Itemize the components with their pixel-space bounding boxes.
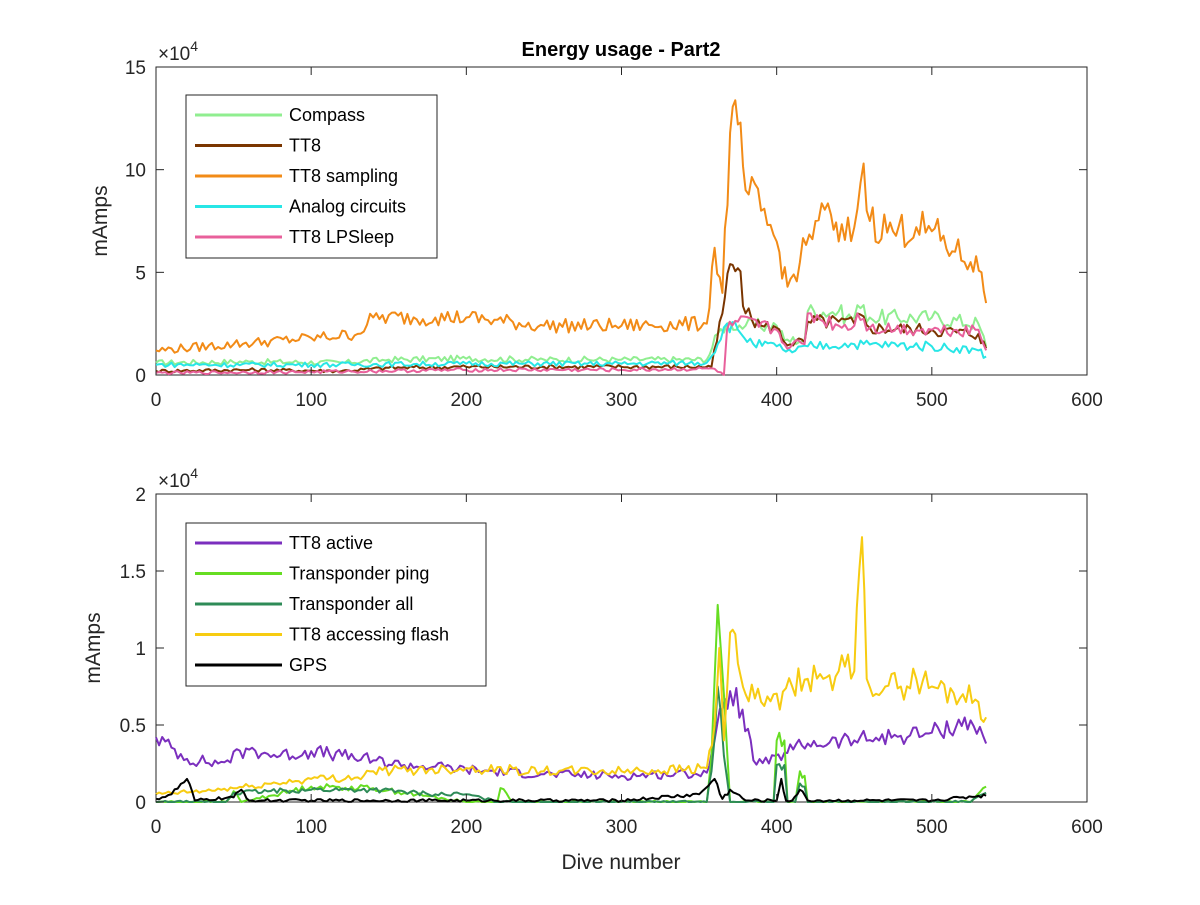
top-legend-label: TT8 sampling bbox=[289, 166, 398, 186]
bottom-y-tick-label: 0 bbox=[135, 793, 146, 814]
top-series-line-analog-circuits bbox=[155, 321, 987, 369]
top-x-tick-label: 500 bbox=[916, 390, 948, 411]
bottom-x-tick-label: 200 bbox=[450, 817, 482, 838]
bottom-series-line-tt8-active bbox=[155, 687, 988, 781]
bottom-x-tick-label: 600 bbox=[1071, 817, 1103, 838]
top-x-tick-label: 400 bbox=[761, 390, 793, 411]
top-axes: 0 100 200 300 400 500 600 0 5 10 15 Energy usage -… bbox=[89, 38, 1103, 411]
top-legend-label: TT8 LPSleep bbox=[289, 227, 394, 247]
top-x-tick-label: 0 bbox=[151, 390, 162, 411]
bottom-legend-label: TT8 accessing flash bbox=[289, 625, 449, 645]
bottom-y-tick-label: 0.5 bbox=[120, 716, 146, 737]
bottom-series-line-transponder-all bbox=[155, 685, 987, 803]
top-series-line-tt8-sampling bbox=[155, 99, 988, 354]
top-series-group bbox=[155, 99, 988, 376]
top-x-tick-label: 200 bbox=[450, 390, 482, 411]
bottom-exponent-power: 4 bbox=[190, 465, 198, 481]
top-exponent-base: ×10 bbox=[158, 44, 190, 65]
top-legend-label: Analog circuits bbox=[289, 197, 406, 217]
bottom-x-tick-label: 300 bbox=[606, 817, 638, 838]
top-x-tick-label: 300 bbox=[606, 390, 638, 411]
bottom-y-tick-label: 1 bbox=[135, 639, 146, 660]
bottom-x-tick-label: 100 bbox=[295, 817, 327, 838]
top-series-line-tt8-lpsleep bbox=[155, 312, 988, 376]
bottom-exponent-base: ×10 bbox=[158, 471, 190, 492]
top-x-tick-label: 100 bbox=[295, 390, 327, 411]
bottom-x-tick-label: 500 bbox=[916, 817, 948, 838]
top-y-tick-label: 0 bbox=[135, 366, 146, 387]
bottom-series-group bbox=[155, 536, 988, 803]
top-legend-label: TT8 bbox=[289, 136, 321, 156]
bottom-y-tick-label: 2 bbox=[135, 485, 146, 506]
bottom-legend-label: Transponder ping bbox=[289, 564, 429, 584]
bottom-legend-label: TT8 active bbox=[289, 533, 373, 553]
top-y-tick-label: 5 bbox=[135, 263, 146, 284]
bottom-exponent-label: ×104 bbox=[158, 465, 198, 492]
bottom-legend-label: GPS bbox=[289, 655, 327, 675]
top-y-axis-label: mAmps bbox=[89, 185, 112, 256]
top-y-tick-label: 10 bbox=[125, 161, 146, 182]
chart-title: Energy usage - Part2 bbox=[522, 39, 721, 61]
bottom-axes: 0 100 200 300 400 500 600 0 0.5 1 1.5 2 Dive number… bbox=[82, 465, 1103, 874]
top-exponent-label: ×104 bbox=[158, 38, 198, 65]
bottom-legend-label: Transponder all bbox=[289, 594, 413, 614]
bottom-ticks-group: 0 100 200 300 400 500 600 0 0.5 1 1.5 2 bbox=[120, 485, 1103, 838]
bottom-legend: TT8 active Transponder ping Transponder al… bbox=[185, 522, 487, 687]
top-legend-label: Compass bbox=[289, 105, 365, 125]
top-legend: Compass TT8 TT8 sampling Analog circuits TT8… bbox=[185, 94, 438, 259]
top-exponent-power: 4 bbox=[190, 38, 198, 54]
bottom-series-line-gps bbox=[155, 777, 987, 803]
bottom-y-axis-label: mAmps bbox=[82, 612, 105, 683]
bottom-series-line-tt8-accessing-flash bbox=[155, 536, 987, 796]
top-x-tick-label: 600 bbox=[1071, 390, 1103, 411]
top-y-tick-label: 15 bbox=[125, 58, 146, 79]
bottom-x-tick-label: 400 bbox=[761, 817, 793, 838]
bottom-x-tick-label: 0 bbox=[151, 817, 162, 838]
bottom-y-tick-label: 1.5 bbox=[120, 562, 146, 583]
top-ticks-group: 0 100 200 300 400 500 600 0 5 10 15 bbox=[125, 58, 1103, 411]
bottom-x-axis-label: Dive number bbox=[561, 851, 680, 874]
